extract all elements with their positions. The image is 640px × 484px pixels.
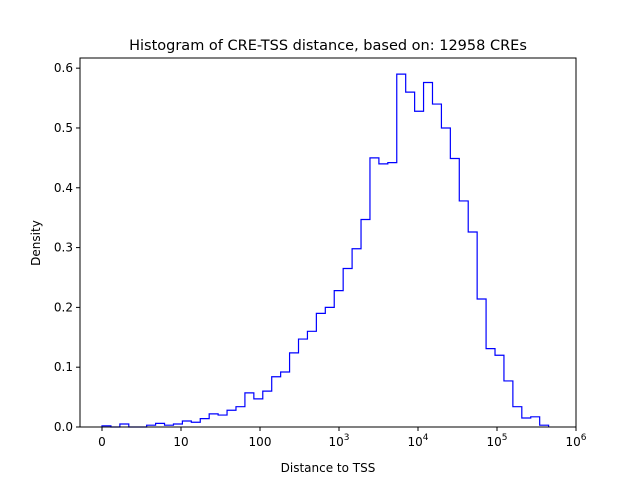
x-tick-label: 106 [565,433,586,449]
x-tick-label: 104 [407,433,428,449]
y-tick-label: 0.5 [54,121,73,135]
x-tick-label: 10 [173,435,188,449]
y-tick-label: 0.3 [54,241,73,255]
x-tick-exponent: 3 [344,433,350,443]
y-tick-label: 0.6 [54,61,73,75]
y-tick-label: 0.0 [54,420,73,434]
y-tick-label: 0.4 [54,181,73,195]
x-axis-label: Distance to TSS [281,461,376,475]
x-tick-exponent: 5 [502,433,508,443]
x-tick-exponent: 6 [581,433,587,443]
x-tick-exponent: 4 [423,433,429,443]
y-tick-label: 0.2 [54,300,73,314]
y-tick-label: 0.1 [54,360,73,374]
x-tick-label: 100 [249,435,272,449]
plot-frame [79,57,577,428]
x-tick-label: 105 [486,433,507,449]
x-tick-label: 0 [98,435,106,449]
y-axis-label: Density [29,220,43,266]
histogram-step-line [101,73,550,428]
chart-title: Histogram of CRE-TSS distance, based on:… [129,38,527,54]
x-tick-label: 103 [328,433,349,449]
